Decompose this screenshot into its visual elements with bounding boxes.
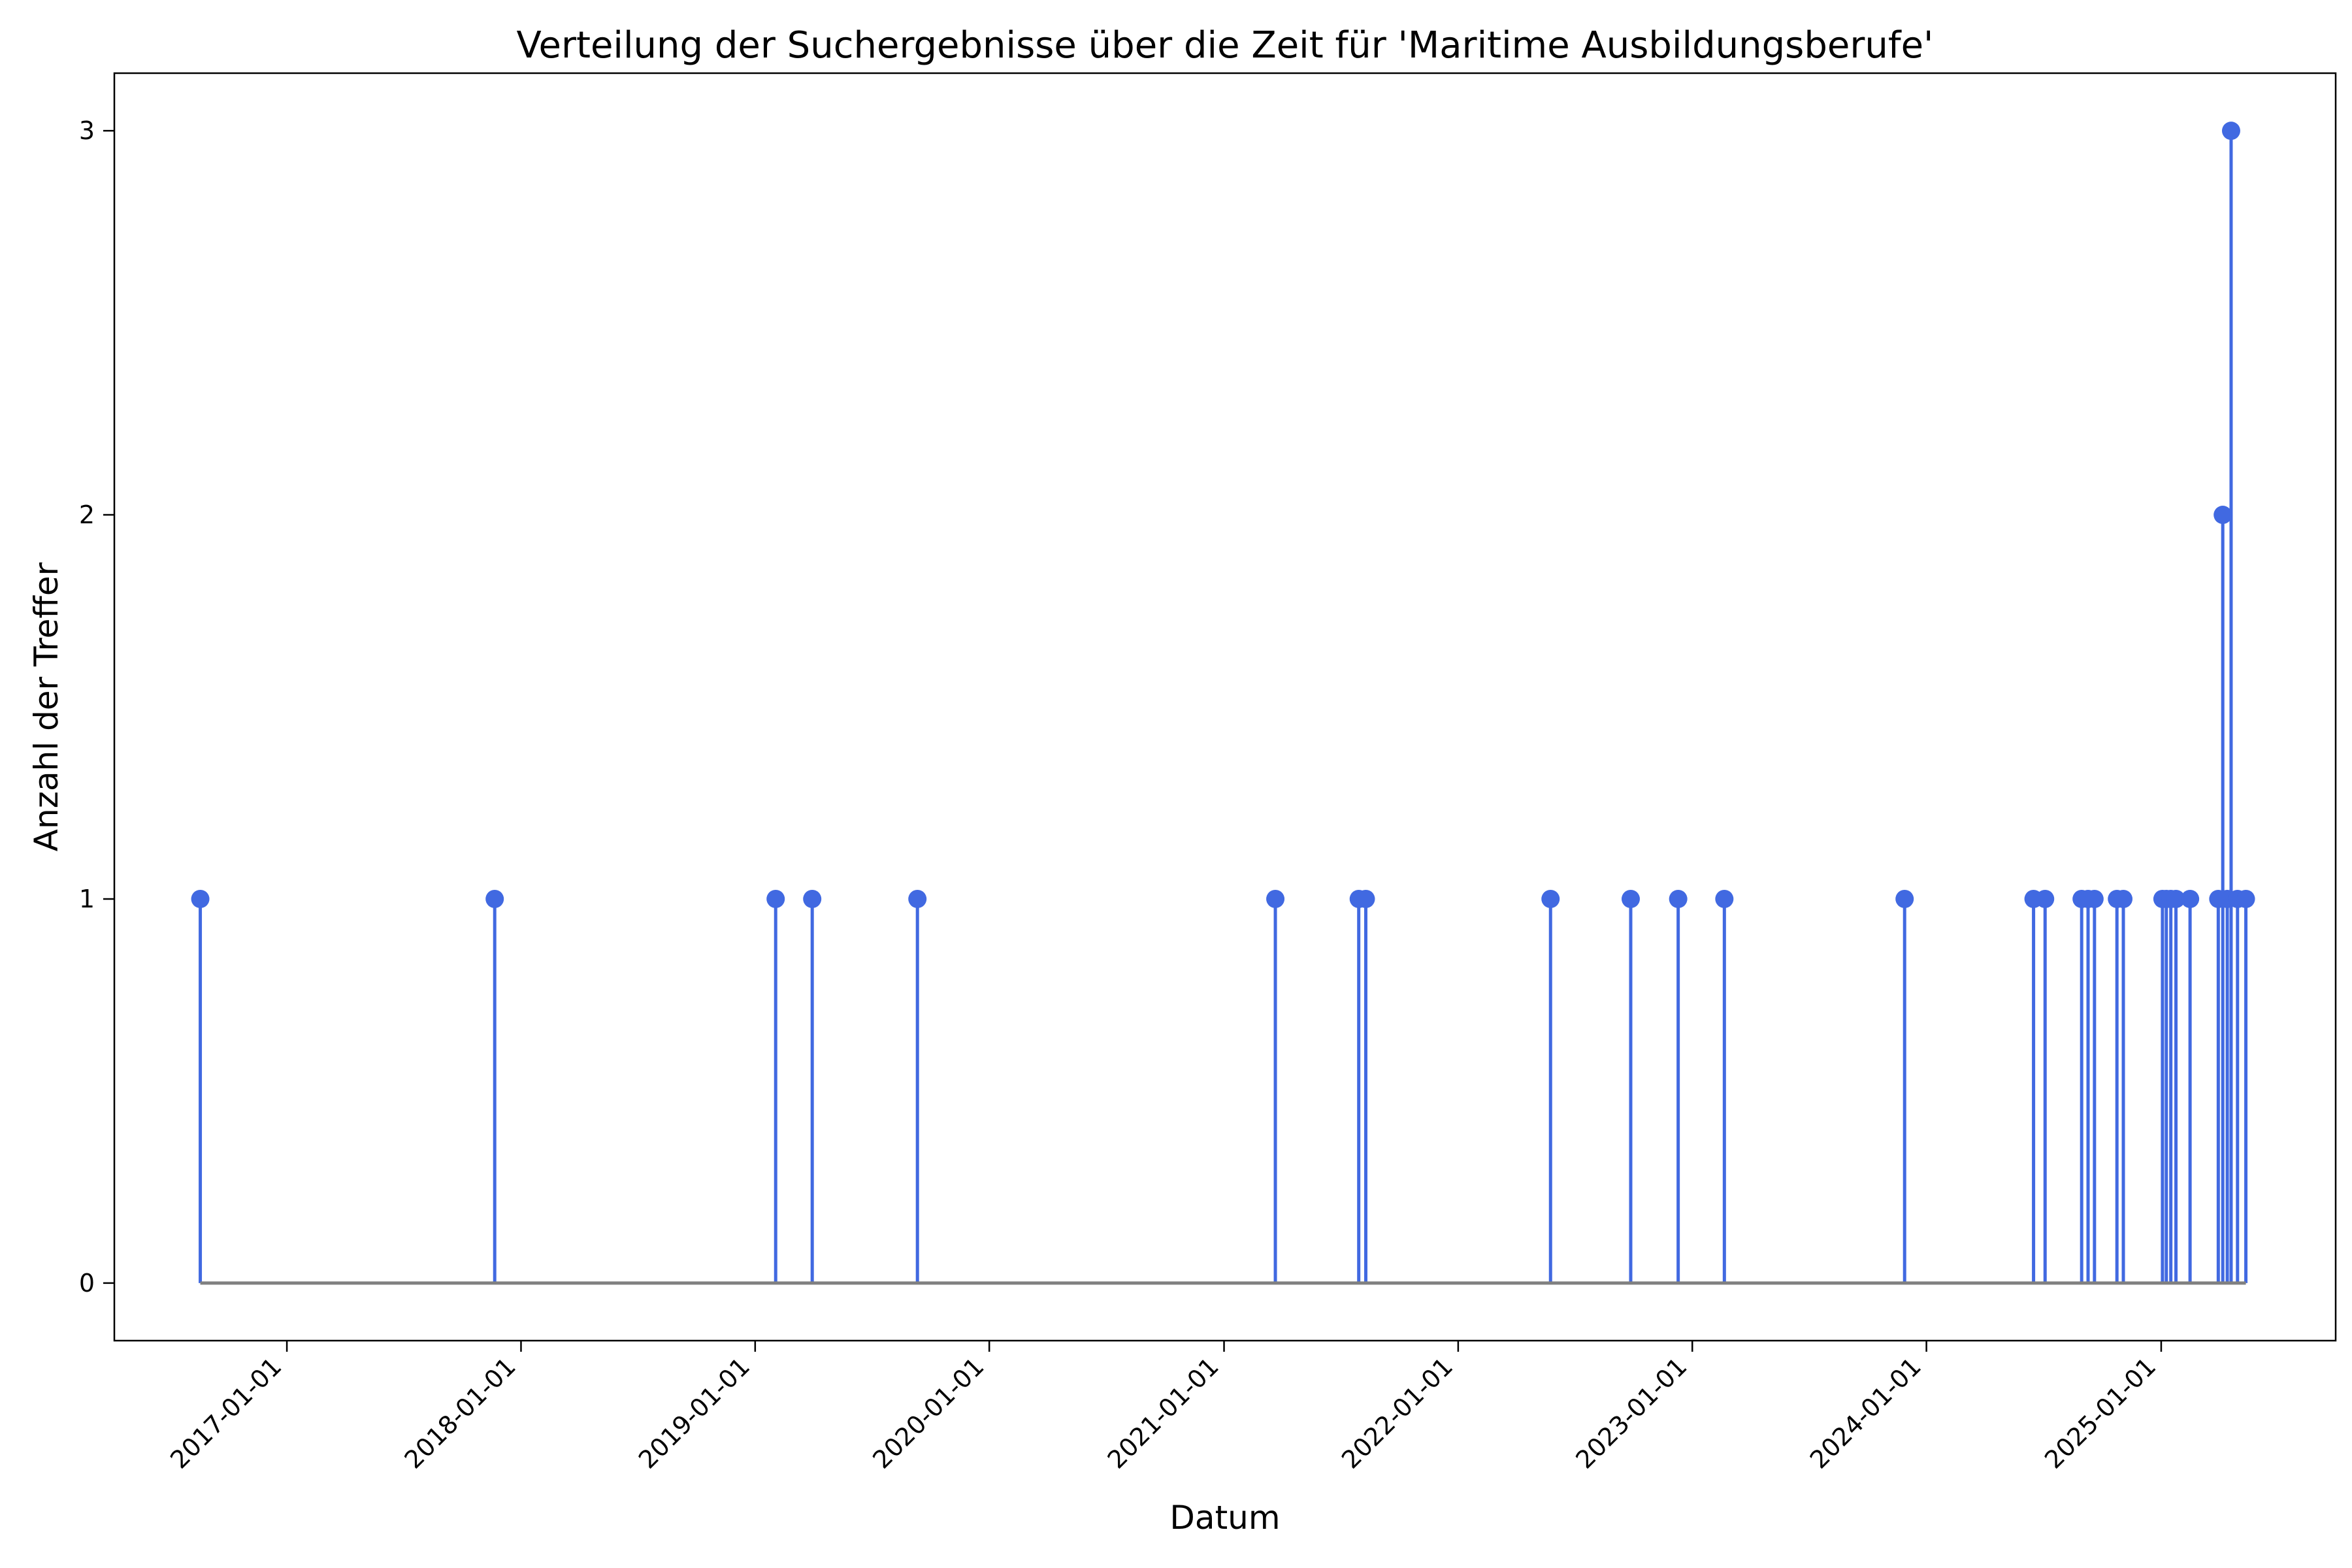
plot-frame — [113, 72, 2337, 1342]
data-point — [2236, 889, 2255, 908]
data-point — [1356, 889, 1375, 908]
y-tick-label: 1 — [79, 885, 95, 913]
data-point — [1895, 889, 1914, 908]
y-tick-label: 3 — [79, 116, 95, 145]
data-point — [2166, 889, 2185, 908]
data-point — [1541, 889, 1560, 908]
data-point — [2213, 506, 2232, 525]
data-point — [2036, 889, 2055, 908]
y-tick-label: 0 — [79, 1269, 95, 1298]
data-point — [1669, 889, 1688, 908]
data-point — [1621, 889, 1640, 908]
y-axis-label: Anzahl der Treffer — [27, 562, 65, 851]
chart-title: Verteilung der Suchergebnisse über die Z… — [517, 24, 1934, 67]
y-tick-label: 2 — [79, 500, 95, 529]
data-point — [1715, 889, 1734, 908]
data-point — [766, 889, 785, 908]
data-point — [2114, 889, 2133, 908]
data-point — [803, 889, 822, 908]
x-axis-label: Datum — [1169, 1499, 1280, 1537]
data-point — [2221, 122, 2240, 140]
data-point — [2085, 889, 2104, 908]
data-point — [2181, 889, 2200, 908]
data-point — [908, 889, 927, 908]
data-point — [191, 889, 210, 908]
data-point — [1266, 889, 1285, 908]
data-point — [485, 889, 504, 908]
